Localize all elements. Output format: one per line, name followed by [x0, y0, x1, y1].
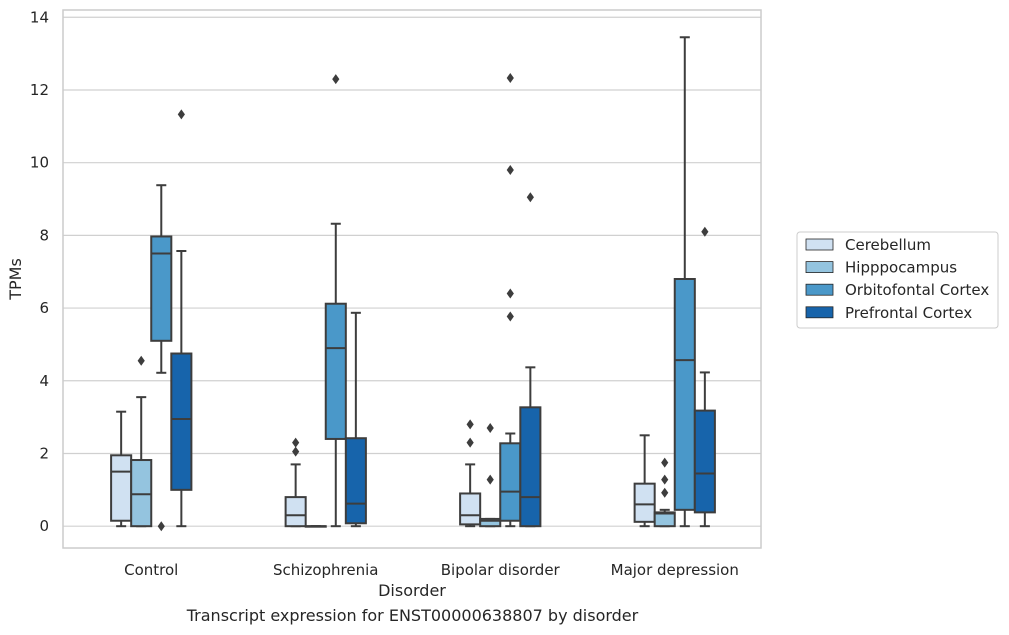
- box-body: [519, 406, 542, 528]
- outlier-point: [466, 419, 474, 430]
- outlier-point: [292, 446, 300, 457]
- box-prefrontal-cortex-control: [170, 109, 193, 528]
- box-body: [673, 278, 696, 511]
- box-cerebellum-bipolar-disorder: [459, 419, 482, 528]
- x-axis-label: Disorder: [378, 581, 446, 600]
- outlier-point: [526, 192, 534, 203]
- y-tick-label-10: 10: [30, 154, 49, 172]
- y-tick-label-4: 4: [39, 372, 49, 390]
- box-body: [479, 517, 502, 528]
- y-tick-label-8: 8: [39, 226, 49, 244]
- box-orbitofontal-cortex-control: [150, 184, 173, 532]
- box-cerebellum-control: [110, 410, 133, 528]
- box-cerebellum-major-depression: [633, 434, 656, 528]
- outlier-point: [486, 423, 494, 434]
- box-body: [633, 482, 656, 523]
- box-hipppocampus-schizophrenia: [304, 525, 327, 528]
- y-tick-label-0: 0: [39, 517, 49, 535]
- y-tick-label-6: 6: [39, 299, 49, 317]
- legend-swatch-hipppocampus: [805, 261, 834, 274]
- box-body: [170, 352, 193, 491]
- outlier-point: [157, 521, 165, 532]
- box-orbitofontal-cortex-bipolar-disorder: [499, 72, 522, 528]
- boxes: [110, 36, 716, 532]
- box-prefrontal-cortex-major-depression: [693, 226, 716, 528]
- x-tick-label-schizophrenia: Schizophrenia: [273, 561, 378, 579]
- outlier-point: [332, 74, 340, 85]
- y-axis-ticks: 0 2 4 6 8 10 12 14: [30, 8, 49, 535]
- legend-swatch-orbitofontal-cortex: [805, 283, 834, 296]
- y-tick-label-2: 2: [39, 444, 49, 462]
- box-orbitofontal-cortex-schizophrenia: [324, 74, 347, 528]
- box-prefrontal-cortex-bipolar-disorder: [519, 192, 542, 528]
- outlier-point: [701, 226, 709, 237]
- box-body: [499, 442, 522, 522]
- outlier-point: [177, 109, 185, 120]
- legend-label-orbitofontal-cortex: Orbitofontal Cortex: [845, 281, 989, 299]
- x-axis-ticks: Control Schizophrenia Bipolar disorder Majo…: [124, 561, 739, 579]
- legend-label-hipppocampus: Hipppocampus: [845, 259, 957, 277]
- outlier-point: [506, 311, 514, 322]
- legend-label-prefrontal-cortex: Prefrontal Cortex: [845, 304, 972, 322]
- box-hipppocampus-bipolar-disorder: [479, 423, 502, 528]
- outlier-point: [506, 164, 514, 175]
- y-tick-label-14: 14: [30, 8, 49, 26]
- outlier-point: [486, 474, 494, 485]
- legend-label-cerebellum: Cerebellum: [845, 236, 931, 254]
- box-body: [130, 459, 153, 528]
- box-body: [150, 235, 173, 342]
- outlier-point: [292, 437, 300, 448]
- box-body: [653, 511, 676, 528]
- x-tick-label-bipolar-disorder: Bipolar disorder: [441, 561, 561, 579]
- box-body: [693, 409, 716, 514]
- legend-swatch-cerebellum: [805, 238, 834, 251]
- legend-frame: [796, 231, 999, 329]
- outlier-point: [661, 474, 669, 485]
- outlier-point: [506, 288, 514, 299]
- plot-area-frame: [62, 9, 762, 549]
- outlier-point: [466, 437, 474, 448]
- box-prefrontal-cortex-schizophrenia: [344, 311, 367, 528]
- y-axis-label: TPMs: [6, 258, 25, 301]
- legend-swatch-prefrontal-cortex: [805, 306, 834, 319]
- box-body: [324, 302, 347, 440]
- box-cerebellum-schizophrenia: [284, 437, 307, 528]
- y-tick-label-12: 12: [30, 81, 49, 99]
- box-hipppocampus-control: [130, 355, 153, 528]
- outlier-point: [506, 72, 514, 83]
- box-hipppocampus-major-depression: [653, 457, 676, 528]
- box-body: [284, 496, 307, 528]
- box-body: [344, 437, 367, 525]
- outlier-point: [661, 457, 669, 468]
- box-body: [459, 492, 482, 526]
- outlier-point: [661, 487, 669, 498]
- x-tick-label-major-depression: Major depression: [611, 561, 739, 579]
- outlier-point: [137, 355, 145, 366]
- legend: Cerebellum Hipppocampus Orbitofontal Corte…: [796, 231, 999, 329]
- box-orbitofontal-cortex-major-depression: [673, 36, 696, 528]
- box-body: [110, 454, 133, 522]
- x-tick-label-control: Control: [124, 561, 178, 579]
- figure-caption: Transcript expression for ENST0000063880…: [186, 606, 639, 625]
